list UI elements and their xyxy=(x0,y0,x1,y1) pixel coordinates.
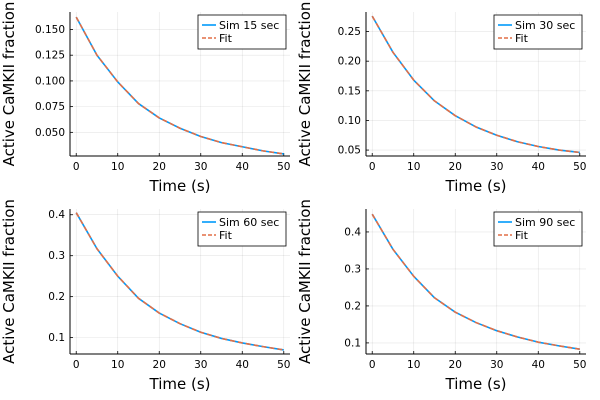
series-line-fit xyxy=(371,213,580,350)
y-axis-title: Active CaMKII fraction xyxy=(0,2,18,167)
y-tick-label: 0.20 xyxy=(338,56,361,68)
legend-label-sim: Sim 15 sec xyxy=(219,19,279,32)
x-axis-title: Time (s) xyxy=(149,375,211,393)
x-tick-label: 50 xyxy=(573,161,586,173)
y-axis-title: Active CaMKII fraction xyxy=(296,199,314,364)
legend-label-fit: Fit xyxy=(515,32,529,45)
y-tick-label: 0.2 xyxy=(48,291,65,303)
x-tick-label: 20 xyxy=(153,161,166,173)
x-tick-label: 0 xyxy=(369,161,376,173)
legend-label-fit: Fit xyxy=(515,229,529,242)
x-tick-label: 10 xyxy=(407,161,420,173)
y-tick-label: 0.3 xyxy=(48,250,65,262)
y-tick-label: 0.125 xyxy=(35,50,65,62)
x-tick-label: 30 xyxy=(490,359,503,371)
legend-label-fit: Fit xyxy=(219,229,233,242)
y-axis-title: Active CaMKII fraction xyxy=(296,2,314,167)
x-tick-label: 30 xyxy=(194,359,207,371)
legend-label-sim: Sim 30 sec xyxy=(515,19,575,32)
chart-panel-2: 0 10 20 30 40 50 0.05 0.10 0.15 0.20 0.25 Time (s) A… xyxy=(296,2,586,195)
y-tick-label: 0.050 xyxy=(35,127,65,139)
x-axis-title: Time (s) xyxy=(445,375,507,393)
legend-box xyxy=(493,211,583,247)
x-tick-label: 10 xyxy=(111,359,124,371)
legend-label-sim: Sim 90 sec xyxy=(515,216,575,229)
y-tick-label: 0.075 xyxy=(35,101,65,113)
x-tick-label: 20 xyxy=(449,161,462,173)
y-tick-label: 0.15 xyxy=(338,85,361,97)
series-line-fit xyxy=(75,212,284,351)
y-tick-label: 0.4 xyxy=(48,209,65,221)
y-tick-label: 0.10 xyxy=(338,115,361,127)
chart-panel-3: 0 10 20 30 40 50 0.1 0.2 0.3 0.4 Time (s) Active Ca… xyxy=(0,199,290,393)
x-axis-title: Time (s) xyxy=(149,177,211,195)
x-tick-label: 0 xyxy=(73,359,80,371)
legend-label-fit: Fit xyxy=(219,32,233,45)
x-tick-label: 30 xyxy=(490,161,503,173)
x-tick-label: 20 xyxy=(449,359,462,371)
x-tick-label: 40 xyxy=(236,359,249,371)
x-tick-label: 20 xyxy=(153,359,166,371)
x-tick-label: 10 xyxy=(407,359,420,371)
x-tick-label: 50 xyxy=(277,161,290,173)
y-axis-title: Active CaMKII fraction xyxy=(0,199,18,364)
chart-panel-1: 0 10 20 30 40 50 0.050 0.075 0.100 0.125 0.150 Time… xyxy=(0,2,290,195)
series-line-fit xyxy=(75,16,284,155)
x-tick-label: 40 xyxy=(236,161,249,173)
y-tick-label: 0.1 xyxy=(48,332,65,344)
y-tick-label: 0.05 xyxy=(338,145,361,157)
x-tick-label: 10 xyxy=(111,161,124,173)
legend-box xyxy=(197,211,287,247)
chart-panel-4: 0 10 20 30 40 50 0.1 0.2 0.3 0.4 Time (s) Active Ca… xyxy=(296,199,586,393)
y-tick-label: 0.25 xyxy=(338,26,361,38)
legend-box xyxy=(197,14,287,50)
x-axis-title: Time (s) xyxy=(445,177,507,195)
x-tick-label: 0 xyxy=(73,161,80,173)
x-tick-label: 50 xyxy=(573,359,586,371)
y-tick-label: 0.2 xyxy=(344,300,361,312)
y-tick-label: 0.3 xyxy=(344,263,361,275)
x-tick-label: 40 xyxy=(532,161,545,173)
legend-box xyxy=(493,14,583,50)
y-tick-label: 0.4 xyxy=(344,226,361,238)
x-tick-label: 0 xyxy=(369,359,376,371)
y-tick-label: 0.100 xyxy=(35,75,65,87)
series-line-fit xyxy=(371,15,580,154)
x-tick-label: 50 xyxy=(277,359,290,371)
y-tick-label: 0.150 xyxy=(35,24,65,36)
x-tick-label: 30 xyxy=(194,161,207,173)
legend-label-sim: Sim 60 sec xyxy=(219,216,279,229)
x-tick-label: 40 xyxy=(532,359,545,371)
y-tick-label: 0.1 xyxy=(344,337,361,349)
